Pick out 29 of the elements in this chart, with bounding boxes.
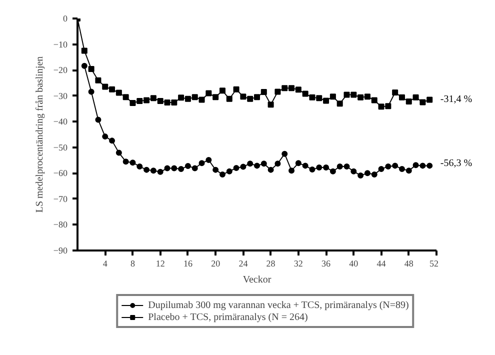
x-tick-label: 12: [156, 258, 165, 268]
y-tick-label: −10: [53, 39, 68, 50]
y-tick-label: 0: [63, 14, 68, 24]
x-tick-label: 8: [130, 258, 136, 268]
x-tick-label: 28: [266, 258, 276, 268]
x-axis-title: Veckor: [242, 274, 272, 286]
x-tick-label: 4: [102, 258, 108, 268]
x-tick-label: 36: [322, 258, 332, 268]
y-tick-label: −80: [53, 220, 68, 230]
x-tick-label: 16: [183, 258, 193, 268]
annotation: -31,4 %: [440, 94, 472, 105]
annotation: -56,3 %: [440, 158, 472, 170]
x-tick-label: 32: [294, 258, 303, 268]
x-tick-label: 48: [404, 258, 414, 268]
y-tick-label: −50: [53, 142, 68, 152]
legend-label: Dupilumab 300 mg varannan vecka + TCS, primäranalys (N=89): [148, 299, 409, 311]
y-tick-label: −30: [53, 90, 68, 101]
x-tick-label: 24: [238, 258, 248, 268]
x-tick-label: 40: [349, 258, 359, 268]
legend-label: Placebo + TCS, primäranalys (N = 264): [148, 311, 308, 323]
y-tick-label: −40: [53, 116, 68, 127]
x-tick-label: 52: [430, 258, 438, 268]
y-tick-label: −20: [53, 65, 68, 76]
y-tick-label: −60: [53, 168, 68, 178]
x-tick-label: 20: [211, 258, 221, 268]
y-axis-title: LS medelprocentändring från baslinjen: [34, 56, 46, 213]
x-tick-label: 44: [376, 258, 386, 268]
y-tick-label: −90: [53, 246, 68, 256]
y-tick-label: −70: [53, 194, 68, 204]
